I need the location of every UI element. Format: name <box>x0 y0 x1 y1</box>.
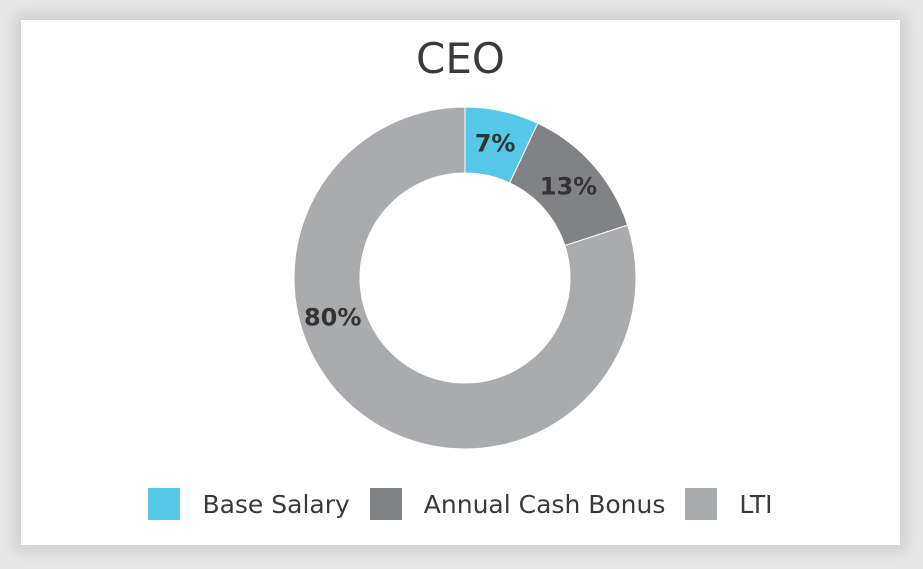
donut-chart: 7% 13% 80% <box>293 106 637 450</box>
legend-swatch <box>148 488 181 520</box>
legend-item-annual-cash-bonus: Annual Cash Bonus <box>369 488 666 520</box>
legend-item-lti: LTI <box>685 488 773 520</box>
slice-lti <box>293 106 637 450</box>
legend-label: Base Salary <box>202 489 350 519</box>
chart-legend: Base Salary Annual Cash Bonus LTI <box>21 488 900 520</box>
legend-label: LTI <box>739 489 773 519</box>
legend-item-base-salary: Base Salary <box>148 488 350 520</box>
chart-card: CEO 7% 13% 80% Base Salary Annual Cash Bonu… <box>21 20 900 545</box>
legend-swatch <box>685 488 718 520</box>
value-label-base-salary: 7% <box>475 129 516 157</box>
value-label-annual-cash-bonus: 13% <box>540 173 597 201</box>
legend-swatch <box>369 488 402 520</box>
value-label-lti: 80% <box>304 303 361 331</box>
chart-title: CEO <box>416 34 505 83</box>
legend-label: Annual Cash Bonus <box>423 489 666 519</box>
